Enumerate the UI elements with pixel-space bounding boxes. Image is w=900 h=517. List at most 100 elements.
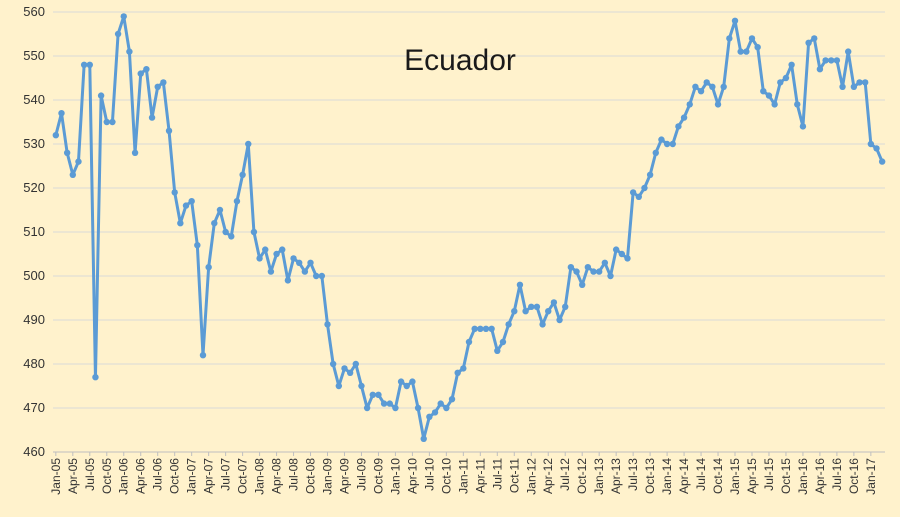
data-point xyxy=(635,193,642,200)
data-point xyxy=(301,268,309,275)
x-tick-label: Oct-14 xyxy=(711,458,725,494)
data-point xyxy=(380,400,388,407)
x-tick-label: Jul-14 xyxy=(694,458,708,491)
data-point xyxy=(279,246,286,253)
data-point xyxy=(811,35,818,42)
data-point xyxy=(239,171,246,178)
x-tick-label: Jan-09 xyxy=(321,458,335,495)
data-point xyxy=(482,325,490,332)
data-point xyxy=(788,61,795,68)
data-point xyxy=(437,400,444,407)
x-tick-label: Apr-11 xyxy=(473,458,487,493)
data-point xyxy=(777,79,784,86)
data-point xyxy=(714,101,722,108)
data-point xyxy=(103,118,110,126)
data-point xyxy=(652,149,659,156)
data-point xyxy=(488,325,495,332)
x-tick-label: Oct-12 xyxy=(575,458,589,494)
x-tick-label: Apr-13 xyxy=(609,458,623,494)
y-tick-label: 530 xyxy=(23,136,45,151)
data-point xyxy=(590,268,597,275)
x-tick-label: Jul-06 xyxy=(151,458,165,491)
data-point xyxy=(545,308,552,315)
data-point xyxy=(822,57,829,64)
data-point xyxy=(686,101,693,108)
data-point xyxy=(765,92,773,99)
data-point xyxy=(595,268,603,275)
data-point xyxy=(273,250,280,258)
data-point xyxy=(228,233,235,240)
data-point xyxy=(97,92,105,99)
x-tick-label: Oct-09 xyxy=(371,458,385,494)
data-point xyxy=(131,149,139,156)
data-point xyxy=(646,171,654,178)
data-point xyxy=(262,246,269,253)
data-point xyxy=(296,259,303,266)
x-tick-label: Jul-08 xyxy=(287,458,301,491)
data-point xyxy=(658,136,665,143)
data-point xyxy=(318,272,326,280)
data-point xyxy=(75,158,82,165)
data-point xyxy=(114,30,122,38)
y-tick-label: 460 xyxy=(23,444,45,459)
x-tick-label: Jan-08 xyxy=(253,458,267,495)
data-point xyxy=(663,140,671,148)
data-point xyxy=(148,114,156,121)
data-point xyxy=(199,352,207,359)
data-point xyxy=(528,303,535,310)
data-point xyxy=(845,48,852,55)
x-tick-label: Jul-10 xyxy=(422,458,436,491)
data-point xyxy=(426,413,433,420)
data-point xyxy=(850,83,858,91)
data-point xyxy=(680,114,688,121)
data-point xyxy=(267,268,275,275)
x-tick-label: Apr-16 xyxy=(813,458,827,494)
x-tick-label: Apr-14 xyxy=(677,458,691,494)
x-tick-label: Apr-09 xyxy=(337,458,351,494)
data-point xyxy=(465,338,473,346)
data-point xyxy=(692,83,699,91)
data-point xyxy=(601,259,609,266)
data-point xyxy=(584,264,592,271)
x-tick-label: Jan-17 xyxy=(864,458,878,495)
data-point xyxy=(748,35,756,42)
data-point xyxy=(177,220,184,227)
data-point xyxy=(386,400,393,407)
data-point xyxy=(562,303,569,310)
data-point xyxy=(216,206,224,214)
x-tick-label: Jan-14 xyxy=(660,458,674,495)
data-point xyxy=(222,228,229,236)
data-point xyxy=(160,79,167,86)
y-tick-label: 490 xyxy=(23,312,45,327)
data-point xyxy=(743,48,750,55)
data-point xyxy=(137,70,144,77)
data-point xyxy=(346,369,354,376)
data-point xyxy=(341,365,348,372)
y-tick-label: 560 xyxy=(23,4,45,19)
data-point xyxy=(414,404,422,412)
x-tick-label: Jul-11 xyxy=(490,458,504,490)
x-tick-label: Apr-05 xyxy=(66,458,80,494)
x-tick-label: Oct-05 xyxy=(100,458,114,494)
data-point xyxy=(754,44,761,51)
data-point xyxy=(697,88,705,95)
x-tick-label: Jan-05 xyxy=(49,458,63,495)
data-point xyxy=(867,140,875,148)
data-point xyxy=(579,281,586,288)
data-point xyxy=(737,48,744,55)
data-point xyxy=(154,83,161,91)
x-tick-label: Jul-15 xyxy=(762,458,776,491)
x-tick-label: Jul-05 xyxy=(83,458,97,491)
data-point xyxy=(250,228,258,236)
data-point xyxy=(550,299,558,306)
y-axis-tick-labels: 460 470 480 490 500 510 520 530 540 550 560 xyxy=(23,4,45,459)
data-point xyxy=(290,255,297,262)
data-point xyxy=(233,198,241,205)
data-point xyxy=(284,277,292,284)
data-point xyxy=(420,435,427,442)
data-point xyxy=(618,250,626,258)
data-point xyxy=(443,404,450,412)
data-point xyxy=(624,255,631,262)
data-point xyxy=(211,220,218,227)
